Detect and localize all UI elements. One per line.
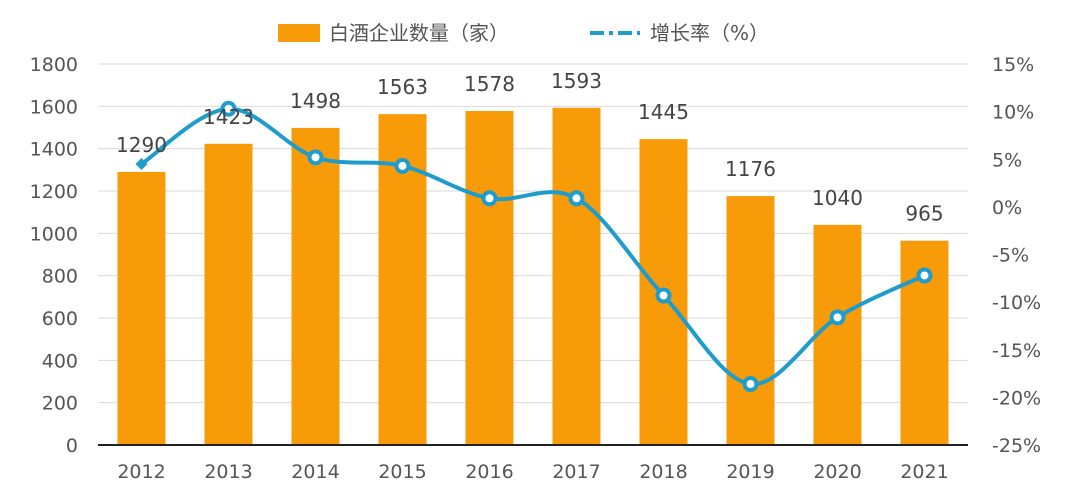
x-tick-label: 2015 [378, 461, 426, 483]
y-right-tick-label: 5% [992, 149, 1022, 171]
bar [726, 196, 775, 445]
bar-value-label: 1445 [638, 100, 689, 124]
line-point-center [746, 380, 755, 389]
y-right-tick-label: -25% [992, 435, 1041, 457]
bar [813, 224, 862, 445]
line-point [135, 158, 148, 171]
line-point-center [659, 291, 668, 300]
y-left-tick-label: 200 [42, 393, 78, 415]
line-point-center [485, 194, 494, 203]
y-right-tick-label: -15% [992, 340, 1041, 362]
axes: 0 200 400 600 800 1000 1200 1400 1600 1800 -25% -20… [30, 54, 1041, 483]
legend-label-line: 增长率（%） [650, 21, 769, 45]
legend-swatch-bar [278, 24, 320, 42]
y-left-tick-label: 400 [42, 350, 78, 372]
y-left-tick-label: 1800 [30, 54, 78, 76]
bar [117, 171, 166, 445]
bar-value-label: 1040 [812, 186, 863, 210]
bar-value-label: 1423 [203, 105, 254, 129]
line-point-center [224, 104, 233, 113]
legend-label-bar: 白酒企业数量（家） [329, 21, 509, 45]
line-point-center [572, 194, 581, 203]
x-tick-label: 2013 [204, 461, 252, 483]
y-left-tick-label: 1600 [30, 96, 78, 118]
x-tick-label: 2020 [813, 461, 861, 483]
x-tick-label: 2017 [552, 461, 600, 483]
y-left-tick-label: 1200 [30, 181, 78, 203]
x-tick-label: 2016 [465, 461, 513, 483]
bar [465, 110, 514, 446]
y-right-tick-label: 15% [992, 54, 1034, 76]
bar-value-label: 1176 [725, 157, 776, 181]
x-tick-label: 2012 [117, 461, 165, 483]
y-left-tick-label: 0 [66, 435, 78, 457]
bar-value-label: 1578 [464, 72, 515, 96]
x-tick-label: 2018 [639, 461, 687, 483]
y-left-tick-label: 1400 [30, 139, 78, 161]
x-tick-label: 2019 [726, 461, 774, 483]
y-right-tick-label: 10% [992, 102, 1034, 124]
legend: 白酒企业数量（家） 增长率（%） [278, 21, 769, 45]
line-point-center [398, 161, 407, 170]
y-right-tick-label: -5% [992, 245, 1029, 267]
bar-value-label: 1563 [377, 75, 428, 99]
y-left-tick-label: 1000 [30, 223, 78, 245]
y-right-tick-label: -20% [992, 387, 1041, 409]
y-right-tick-label: -10% [992, 292, 1041, 314]
y-left-tick-label: 800 [42, 266, 78, 288]
x-tick-label: 2021 [900, 461, 948, 483]
bar-series [117, 107, 949, 446]
bar [552, 107, 601, 445]
y-right-tick-label: 0% [992, 197, 1022, 219]
bar-value-label: 1498 [290, 89, 341, 113]
bar [204, 143, 253, 445]
line-point-center [920, 271, 929, 280]
bar [291, 127, 340, 445]
bar-value-label: 965 [905, 202, 943, 226]
growth-rate-line [140, 106, 926, 387]
x-tick-label: 2014 [291, 461, 339, 483]
data-labels: 1290 1423 1498 1563 1578 1593 1445 1176 1040 965 [116, 69, 944, 226]
bar-value-label: 1593 [551, 69, 602, 93]
line-point-center [833, 313, 842, 322]
line-point-center [311, 153, 320, 162]
bar-value-label: 1290 [116, 133, 167, 157]
line-series [135, 100, 933, 393]
y-left-tick-label: 600 [42, 308, 78, 330]
